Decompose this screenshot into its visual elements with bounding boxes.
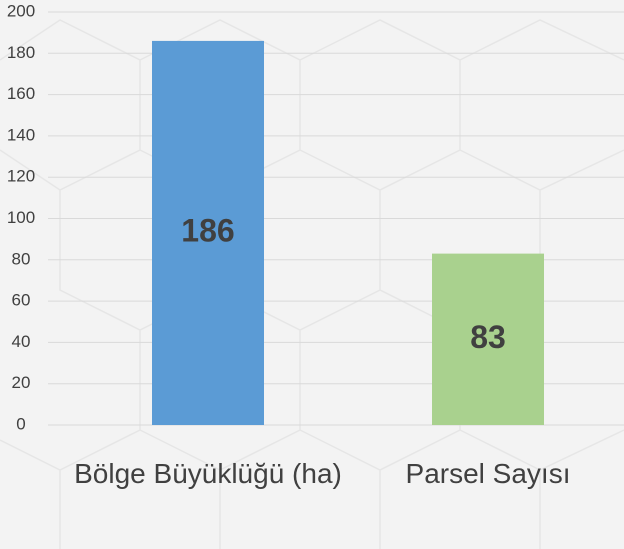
data-label: 83 [470, 319, 506, 355]
y-tick-label: 160 [7, 84, 35, 103]
bar [152, 40, 264, 425]
y-tick-label: 120 [7, 167, 35, 186]
y-tick-label: 100 [7, 208, 35, 227]
y-tick-label: 200 [7, 1, 35, 20]
data-label: 186 [181, 212, 234, 248]
y-tick-label: 140 [7, 125, 35, 144]
y-tick-label: 60 [12, 291, 31, 310]
y-tick-label: 0 [16, 414, 25, 433]
y-tick-label: 80 [12, 249, 31, 268]
y-tick-label: 40 [12, 332, 31, 351]
x-tick-label: Parsel Sayısı [405, 458, 571, 489]
bar [432, 253, 544, 425]
y-tick-label: 180 [7, 43, 35, 62]
x-tick-label: Bölge Büyüklüğü (ha) [74, 458, 342, 489]
y-tick-label: 20 [12, 373, 31, 392]
